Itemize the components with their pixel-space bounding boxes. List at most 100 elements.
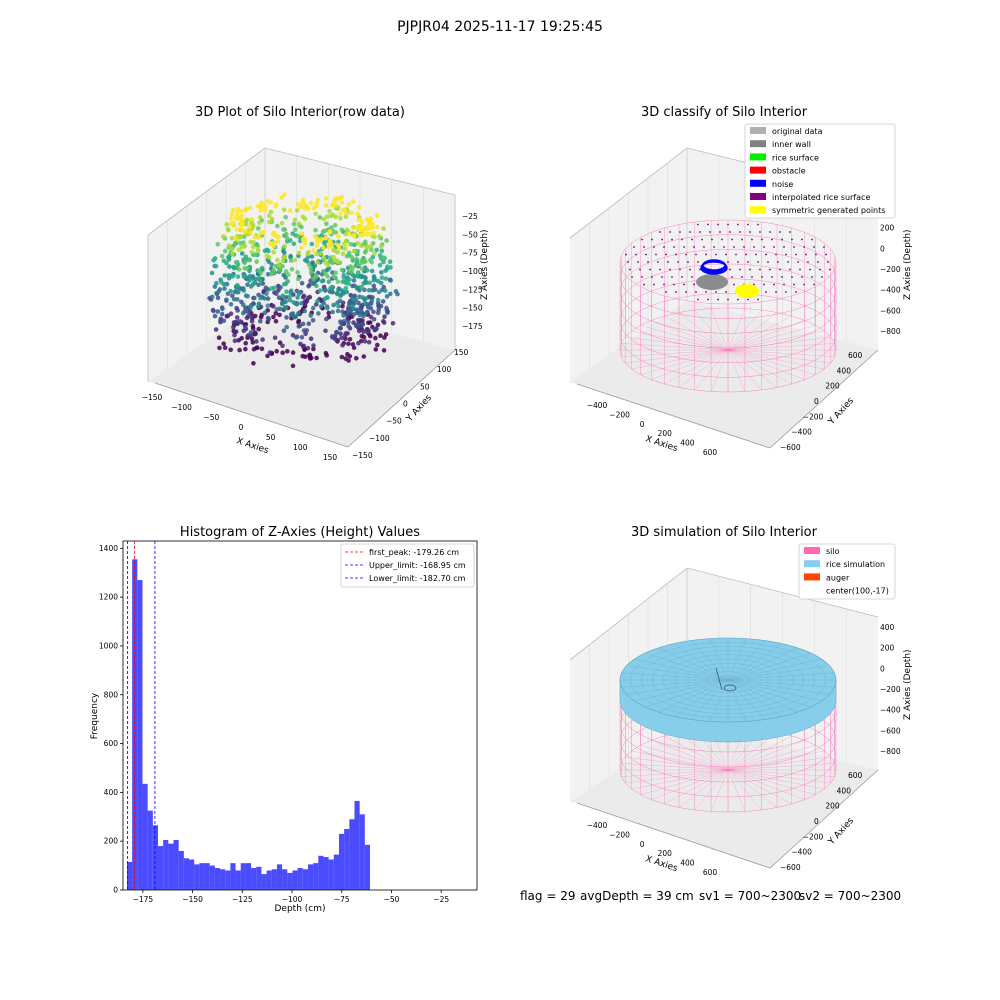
interpolated-surface-point: [629, 268, 631, 271]
histogram-bar: [163, 839, 169, 890]
raw-data-point: [227, 264, 232, 269]
raw-data-point: [334, 203, 339, 208]
interpolated-surface-point: [789, 231, 791, 233]
histogram-bar: [126, 861, 133, 890]
raw-data-point: [333, 214, 339, 220]
histogram-bar: [266, 870, 272, 890]
raw-data-point: [245, 294, 250, 299]
raw-data-point: [299, 280, 305, 286]
raw-data-point: [241, 328, 247, 334]
y-tick-label: 200: [104, 837, 119, 846]
histogram-bar: [189, 859, 195, 890]
raw-data-point: [338, 331, 343, 337]
raw-data-point: [335, 259, 341, 265]
raw-data-point: [254, 259, 259, 265]
raw-data-point: [339, 227, 345, 233]
interpolated-surface-point: [633, 246, 635, 248]
raw-data-point: [307, 294, 313, 300]
raw-data-point: [294, 208, 300, 213]
interpolated-surface-point: [829, 268, 831, 271]
raw-data-point: [309, 355, 314, 361]
y-tick-label: 200: [825, 802, 840, 811]
raw-data-point: [258, 295, 263, 301]
y-tick-label: −200: [803, 832, 824, 841]
raw-data-point: [368, 320, 373, 325]
interpolated-surface-point: [729, 268, 731, 271]
raw-data-point: [347, 337, 353, 342]
raw-data-point: [213, 263, 219, 269]
raw-data-point: [248, 239, 254, 245]
raw-data-point: [271, 230, 277, 236]
raw-data-point: [255, 248, 261, 254]
subplot2-y-ticks: −600 −400 −200 0 200 400 600: [780, 351, 863, 452]
raw-data-point: [227, 273, 232, 279]
legend-swatch: [804, 573, 820, 581]
interpolated-surface-point: [643, 246, 645, 248]
raw-data-point: [325, 274, 330, 279]
subplot4-x-ticks: −400−200 0 200 400 600: [587, 821, 718, 877]
raw-data-point: [323, 350, 329, 356]
raw-data-point: [262, 310, 268, 316]
raw-data-point: [222, 286, 227, 291]
raw-data-point: [269, 216, 275, 222]
interpolated-surface-point: [741, 276, 743, 278]
z-tick-label: −800: [880, 327, 901, 336]
x-tick-label: 0: [640, 420, 645, 429]
raw-data-point: [219, 311, 225, 317]
raw-data-point: [344, 227, 350, 232]
raw-data-point: [322, 228, 327, 234]
raw-data-point: [375, 213, 380, 218]
raw-data-point: [325, 214, 330, 219]
interpolated-surface-point: [697, 298, 699, 301]
raw-data-point: [250, 223, 256, 229]
raw-data-point: [303, 203, 309, 209]
interpolated-surface-point: [753, 246, 755, 248]
interpolated-surface-point: [781, 238, 783, 241]
raw-data-point: [239, 251, 245, 256]
histogram-bar: [313, 863, 319, 890]
legend-swatch: [750, 193, 766, 200]
interpolated-surface-point: [665, 291, 667, 293]
raw-data-point: [253, 331, 258, 336]
interpolated-surface-point: [827, 261, 829, 263]
raw-data-point: [339, 335, 344, 341]
raw-data-point: [291, 221, 297, 227]
raw-data-point: [381, 255, 387, 260]
z-tick-label: 0: [880, 244, 885, 253]
raw-data-point: [323, 235, 329, 241]
raw-data-point: [313, 274, 318, 280]
figure-suptitle: PJPJR04 2025-11-17 19:25:45: [397, 19, 603, 35]
legend-label: center(100,-17): [826, 587, 889, 596]
raw-data-point: [235, 297, 240, 302]
raw-data-point: [267, 241, 273, 246]
footer-status: flag = 29 avgDepth = 39 cm sv1 = 700~230…: [520, 889, 901, 903]
raw-data-point: [233, 329, 239, 335]
raw-data-point: [363, 248, 369, 254]
interpolated-surface-point: [793, 283, 795, 286]
raw-data-point: [318, 304, 324, 309]
x-tick-label: −200: [609, 830, 630, 839]
raw-data-point: [352, 248, 357, 254]
raw-data-point: [336, 304, 341, 309]
raw-data-point: [256, 326, 262, 332]
interpolated-surface-point: [715, 291, 717, 293]
raw-data-point: [292, 257, 298, 263]
raw-data-point: [296, 221, 302, 226]
raw-data-point: [238, 234, 243, 239]
raw-data-point: [311, 346, 316, 352]
x-tick-label: −400: [587, 821, 608, 830]
histogram-bar: [333, 854, 339, 890]
interpolated-surface-point: [765, 291, 767, 293]
raw-data-point: [226, 227, 231, 233]
raw-data-point: [281, 328, 287, 334]
raw-data-point: [299, 300, 304, 306]
raw-data-point: [338, 211, 343, 217]
raw-data-point: [231, 265, 237, 271]
interpolated-surface-point: [663, 246, 665, 248]
raw-data-point: [381, 259, 386, 265]
raw-data-point: [346, 232, 352, 237]
raw-data-point: [282, 305, 288, 310]
raw-data-point: [241, 274, 247, 280]
raw-data-point: [210, 307, 216, 313]
interpolated-surface-point: [773, 246, 775, 248]
